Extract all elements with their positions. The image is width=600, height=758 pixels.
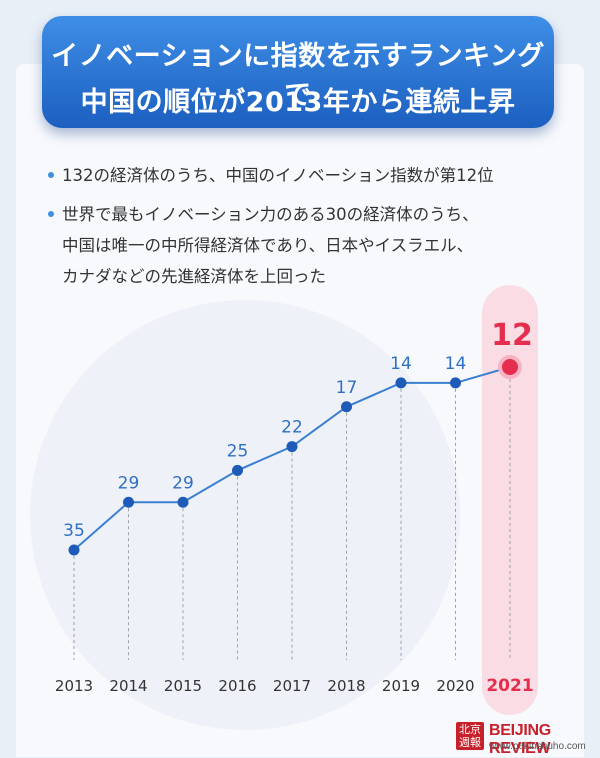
beijing-review-logo: 北京週報 BEIJING REVIEW www.pekinshuho.com xyxy=(456,722,596,757)
x-tick-label: 2019 xyxy=(382,677,420,695)
x-tick-label: 2020 xyxy=(436,677,474,695)
data-point xyxy=(68,544,80,556)
x-tick-label: 2014 xyxy=(109,677,147,695)
bullet-text: 世界で最もイノベーション力のある30の経済体のうち、 中国は唯一の中所得経済体で… xyxy=(62,205,479,286)
bullet-dot-icon xyxy=(48,172,54,178)
title-line-1: イノベーションに指数を示すランキングで xyxy=(51,41,545,111)
title-banner: イノベーションに指数を示すランキングで 中国の順位が2013年から連続上昇 xyxy=(42,16,554,128)
data-label: 14 xyxy=(390,354,412,374)
data-point xyxy=(450,377,461,389)
highlight-data-label: 12 xyxy=(491,318,533,353)
bullet-text: 132の経済体のうち、中国のイノベーション指数が第12位 xyxy=(62,166,494,185)
x-tick-label: 2017 xyxy=(273,677,311,695)
x-tick-label: 2013 xyxy=(55,677,93,695)
data-label: 35 xyxy=(63,521,85,541)
x-tick-label: 2016 xyxy=(218,677,256,695)
title-line-2: 中国の順位が2013年から連続上昇 xyxy=(80,87,516,118)
data-label: 29 xyxy=(172,473,194,493)
series-line xyxy=(73,366,511,551)
x-tick-label: 2021 xyxy=(486,676,533,696)
bullet-item: 132の経済体のうち、中国のイノベーション指数が第12位 xyxy=(48,160,568,191)
logo-name: BEIJING REVIEW xyxy=(489,722,551,757)
bullet-dot-icon xyxy=(48,211,54,217)
x-tick-label: 2015 xyxy=(164,677,202,695)
data-point xyxy=(286,441,298,453)
data-label: 22 xyxy=(281,418,303,438)
data-point xyxy=(232,464,243,476)
highlight-point xyxy=(502,359,518,375)
bullet-item: 世界で最もイノベーション力のある30の経済体のうち、 中国は唯一の中所得経済体で… xyxy=(48,199,568,292)
data-point xyxy=(123,496,134,508)
x-tick-label: 2018 xyxy=(327,677,365,695)
data-label: 29 xyxy=(118,473,140,493)
logo-seal: 北京週報 xyxy=(456,722,484,750)
bullet-list: 132の経済体のうち、中国のイノベーション指数が第12位 世界で最もイノベーショ… xyxy=(48,160,568,300)
data-label: 17 xyxy=(336,378,358,398)
data-point xyxy=(395,377,407,389)
data-label: 14 xyxy=(445,354,467,374)
data-point xyxy=(177,496,189,508)
data-label: 25 xyxy=(227,441,249,461)
logo-url: www.pekinshuho.com xyxy=(489,741,586,752)
decorative-circle xyxy=(30,300,460,730)
data-point xyxy=(341,401,352,413)
